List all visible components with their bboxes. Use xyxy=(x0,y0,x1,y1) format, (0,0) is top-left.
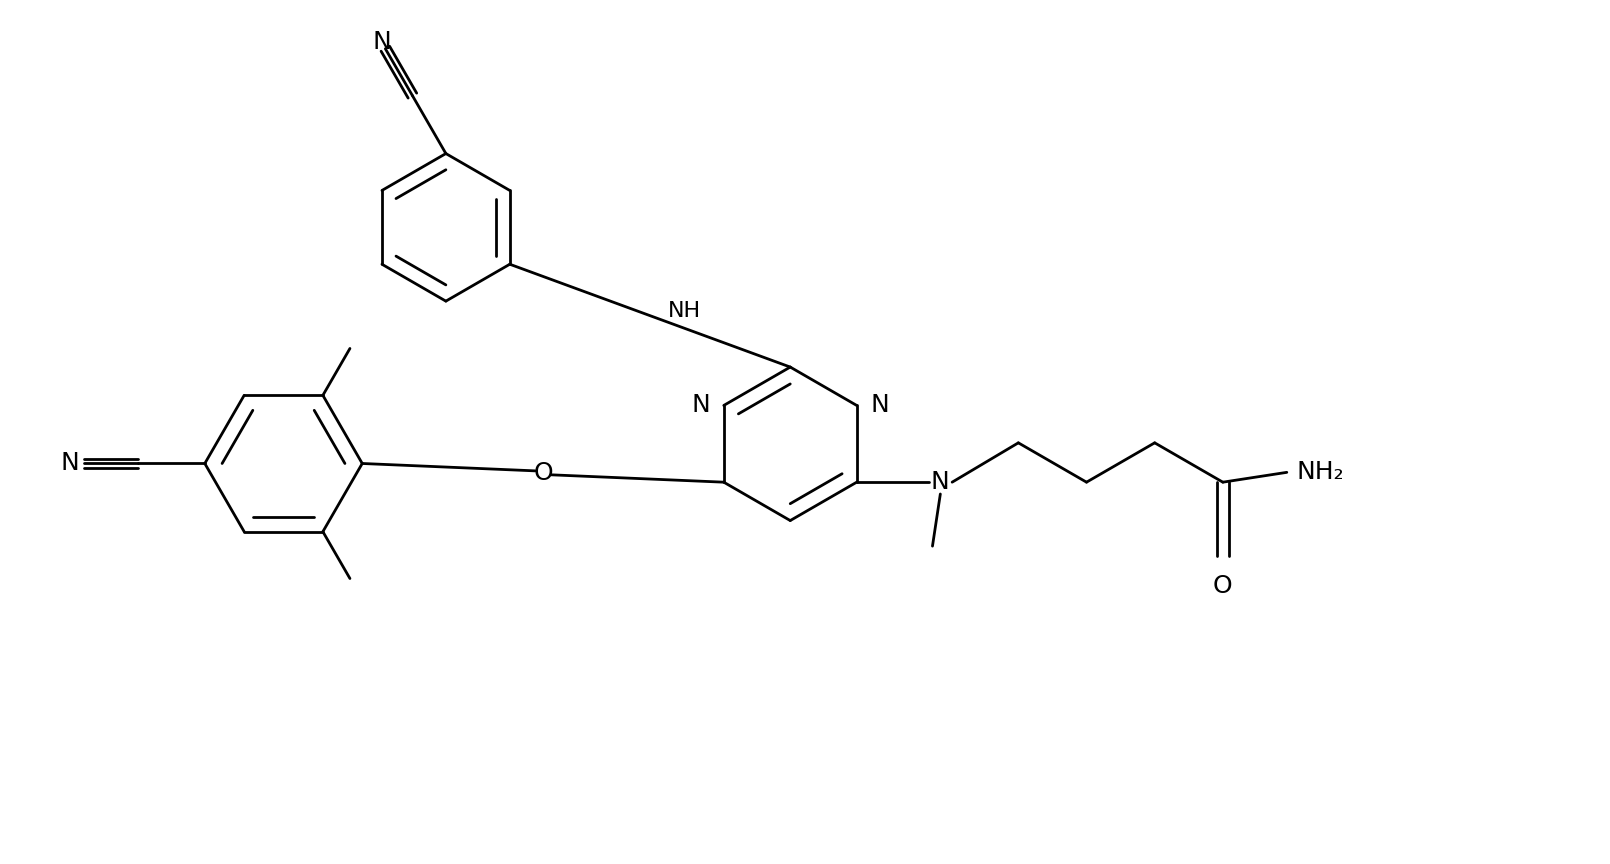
Text: O: O xyxy=(1212,574,1233,598)
Text: N: N xyxy=(372,30,391,54)
Text: O: O xyxy=(533,461,552,485)
Text: NH: NH xyxy=(668,301,700,321)
Text: N: N xyxy=(61,452,79,475)
Text: N: N xyxy=(871,393,889,417)
Text: N: N xyxy=(691,393,710,417)
Text: N: N xyxy=(931,470,950,494)
Text: NH₂: NH₂ xyxy=(1296,461,1344,485)
